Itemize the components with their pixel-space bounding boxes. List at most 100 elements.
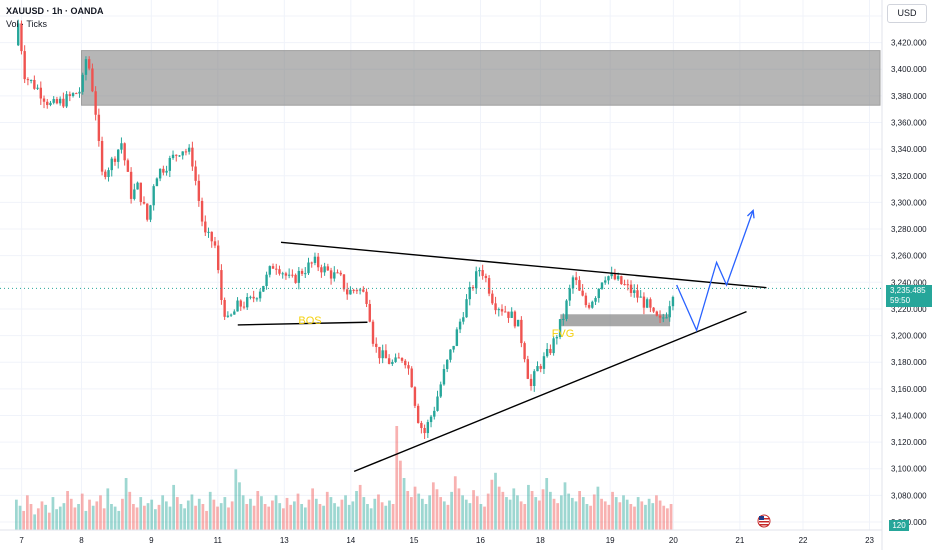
candle-body (613, 273, 617, 280)
volume-bar (322, 505, 325, 530)
price-tick-label: 3,160.000 (891, 385, 927, 394)
volume-bar (267, 506, 271, 530)
volume-bar (25, 495, 29, 530)
volume-bar (190, 494, 194, 530)
projection (676, 208, 755, 333)
candle-body (262, 286, 265, 292)
candle-body (358, 289, 362, 291)
candle-body (639, 296, 642, 298)
volume-bar (223, 497, 227, 530)
candle-body (17, 23, 20, 46)
candle-body (175, 154, 178, 156)
current-volume-label: 120 (889, 520, 909, 531)
volume-bar (559, 495, 563, 530)
volume-bar (380, 502, 384, 530)
candle-body (420, 422, 423, 429)
candle-body (394, 357, 397, 362)
volume-bar (95, 501, 99, 530)
candle-body (316, 256, 320, 268)
volume-bar (655, 495, 658, 530)
volume-bar (563, 482, 567, 530)
price-tick-label: 3,360.000 (891, 119, 927, 128)
volume-bar (592, 494, 596, 530)
volume-bar (340, 499, 344, 530)
volume-bar (417, 493, 421, 530)
candle-body (65, 94, 68, 107)
candle-body (462, 317, 465, 322)
volume-bar (666, 508, 669, 530)
current-price-value: 3,235.485 (890, 286, 926, 295)
volume-bar (124, 478, 128, 530)
price-axis[interactable]: 3,440.0003,420.0003,400.0003,380.0003,36… (881, 0, 927, 550)
volume-bar (274, 495, 278, 530)
candle-body (33, 79, 36, 89)
candle-body (433, 410, 436, 417)
time-tick-label: 16 (476, 536, 485, 545)
candle-body (378, 346, 381, 359)
candle-body (442, 369, 446, 385)
volume-bar (578, 491, 581, 530)
candle-body (439, 384, 442, 397)
volume-bar (658, 500, 662, 530)
volume-bar (139, 497, 143, 530)
volume-bar (285, 497, 289, 530)
candle-body (610, 273, 613, 277)
symbol-title[interactable]: XAUUSD · 1h · OANDA (6, 6, 104, 16)
time-tick-label: 9 (149, 536, 154, 545)
volume-bar (18, 505, 22, 530)
candle-body (26, 79, 30, 81)
volume-bar (29, 504, 33, 530)
volume-bar (457, 488, 461, 530)
volume-bar (271, 500, 274, 530)
volume-bar (501, 491, 505, 530)
candle-body (552, 338, 555, 354)
candle-body (655, 311, 659, 316)
candle-body (110, 158, 113, 171)
candle-body (375, 343, 378, 347)
volume-bar (614, 497, 618, 530)
volume-bar (651, 503, 655, 530)
candle-body (100, 140, 104, 172)
candle-body (633, 290, 636, 293)
candle-body (587, 305, 591, 308)
price-tick-label: 3,300.000 (891, 198, 927, 207)
volume-bar (527, 484, 530, 530)
volume-bar (384, 505, 388, 530)
volume-bar (431, 482, 435, 530)
volume-bar (373, 498, 377, 530)
currency-button[interactable]: USD (887, 4, 927, 23)
candle-body (310, 262, 313, 264)
lower-trendline (353, 310, 747, 473)
candle-body (271, 266, 275, 269)
volume-bar (117, 510, 121, 530)
candle-body (594, 298, 597, 302)
candle-body (475, 271, 478, 289)
time-tick-label: 13 (280, 536, 289, 545)
volume-bar (567, 493, 571, 530)
volume-bar (439, 497, 443, 530)
candle-body (604, 280, 607, 283)
volume-bar (278, 503, 282, 530)
candle-body (416, 405, 420, 423)
candle-body (204, 221, 207, 233)
us-flag-icon[interactable] (757, 514, 771, 528)
candle-body (616, 276, 620, 280)
candle-body (94, 91, 97, 115)
time-axis[interactable]: 789111314151618192021222325 (0, 529, 932, 545)
candle-body (523, 343, 526, 360)
supply-zone (81, 50, 881, 106)
volume-bar (307, 499, 311, 530)
volume-bar (369, 508, 373, 530)
price-tick-label: 3,100.000 (891, 465, 927, 474)
volume-bar (157, 504, 161, 530)
volume-indicator-title[interactable]: Vol · Ticks (6, 19, 48, 29)
candle-body (671, 296, 675, 307)
volume-bar (314, 498, 318, 530)
candle-body (152, 186, 155, 206)
candle-body (565, 300, 568, 319)
candle-body (513, 311, 517, 327)
candle-body (574, 277, 578, 281)
candle-body (352, 289, 355, 291)
volume-bar (366, 504, 369, 530)
